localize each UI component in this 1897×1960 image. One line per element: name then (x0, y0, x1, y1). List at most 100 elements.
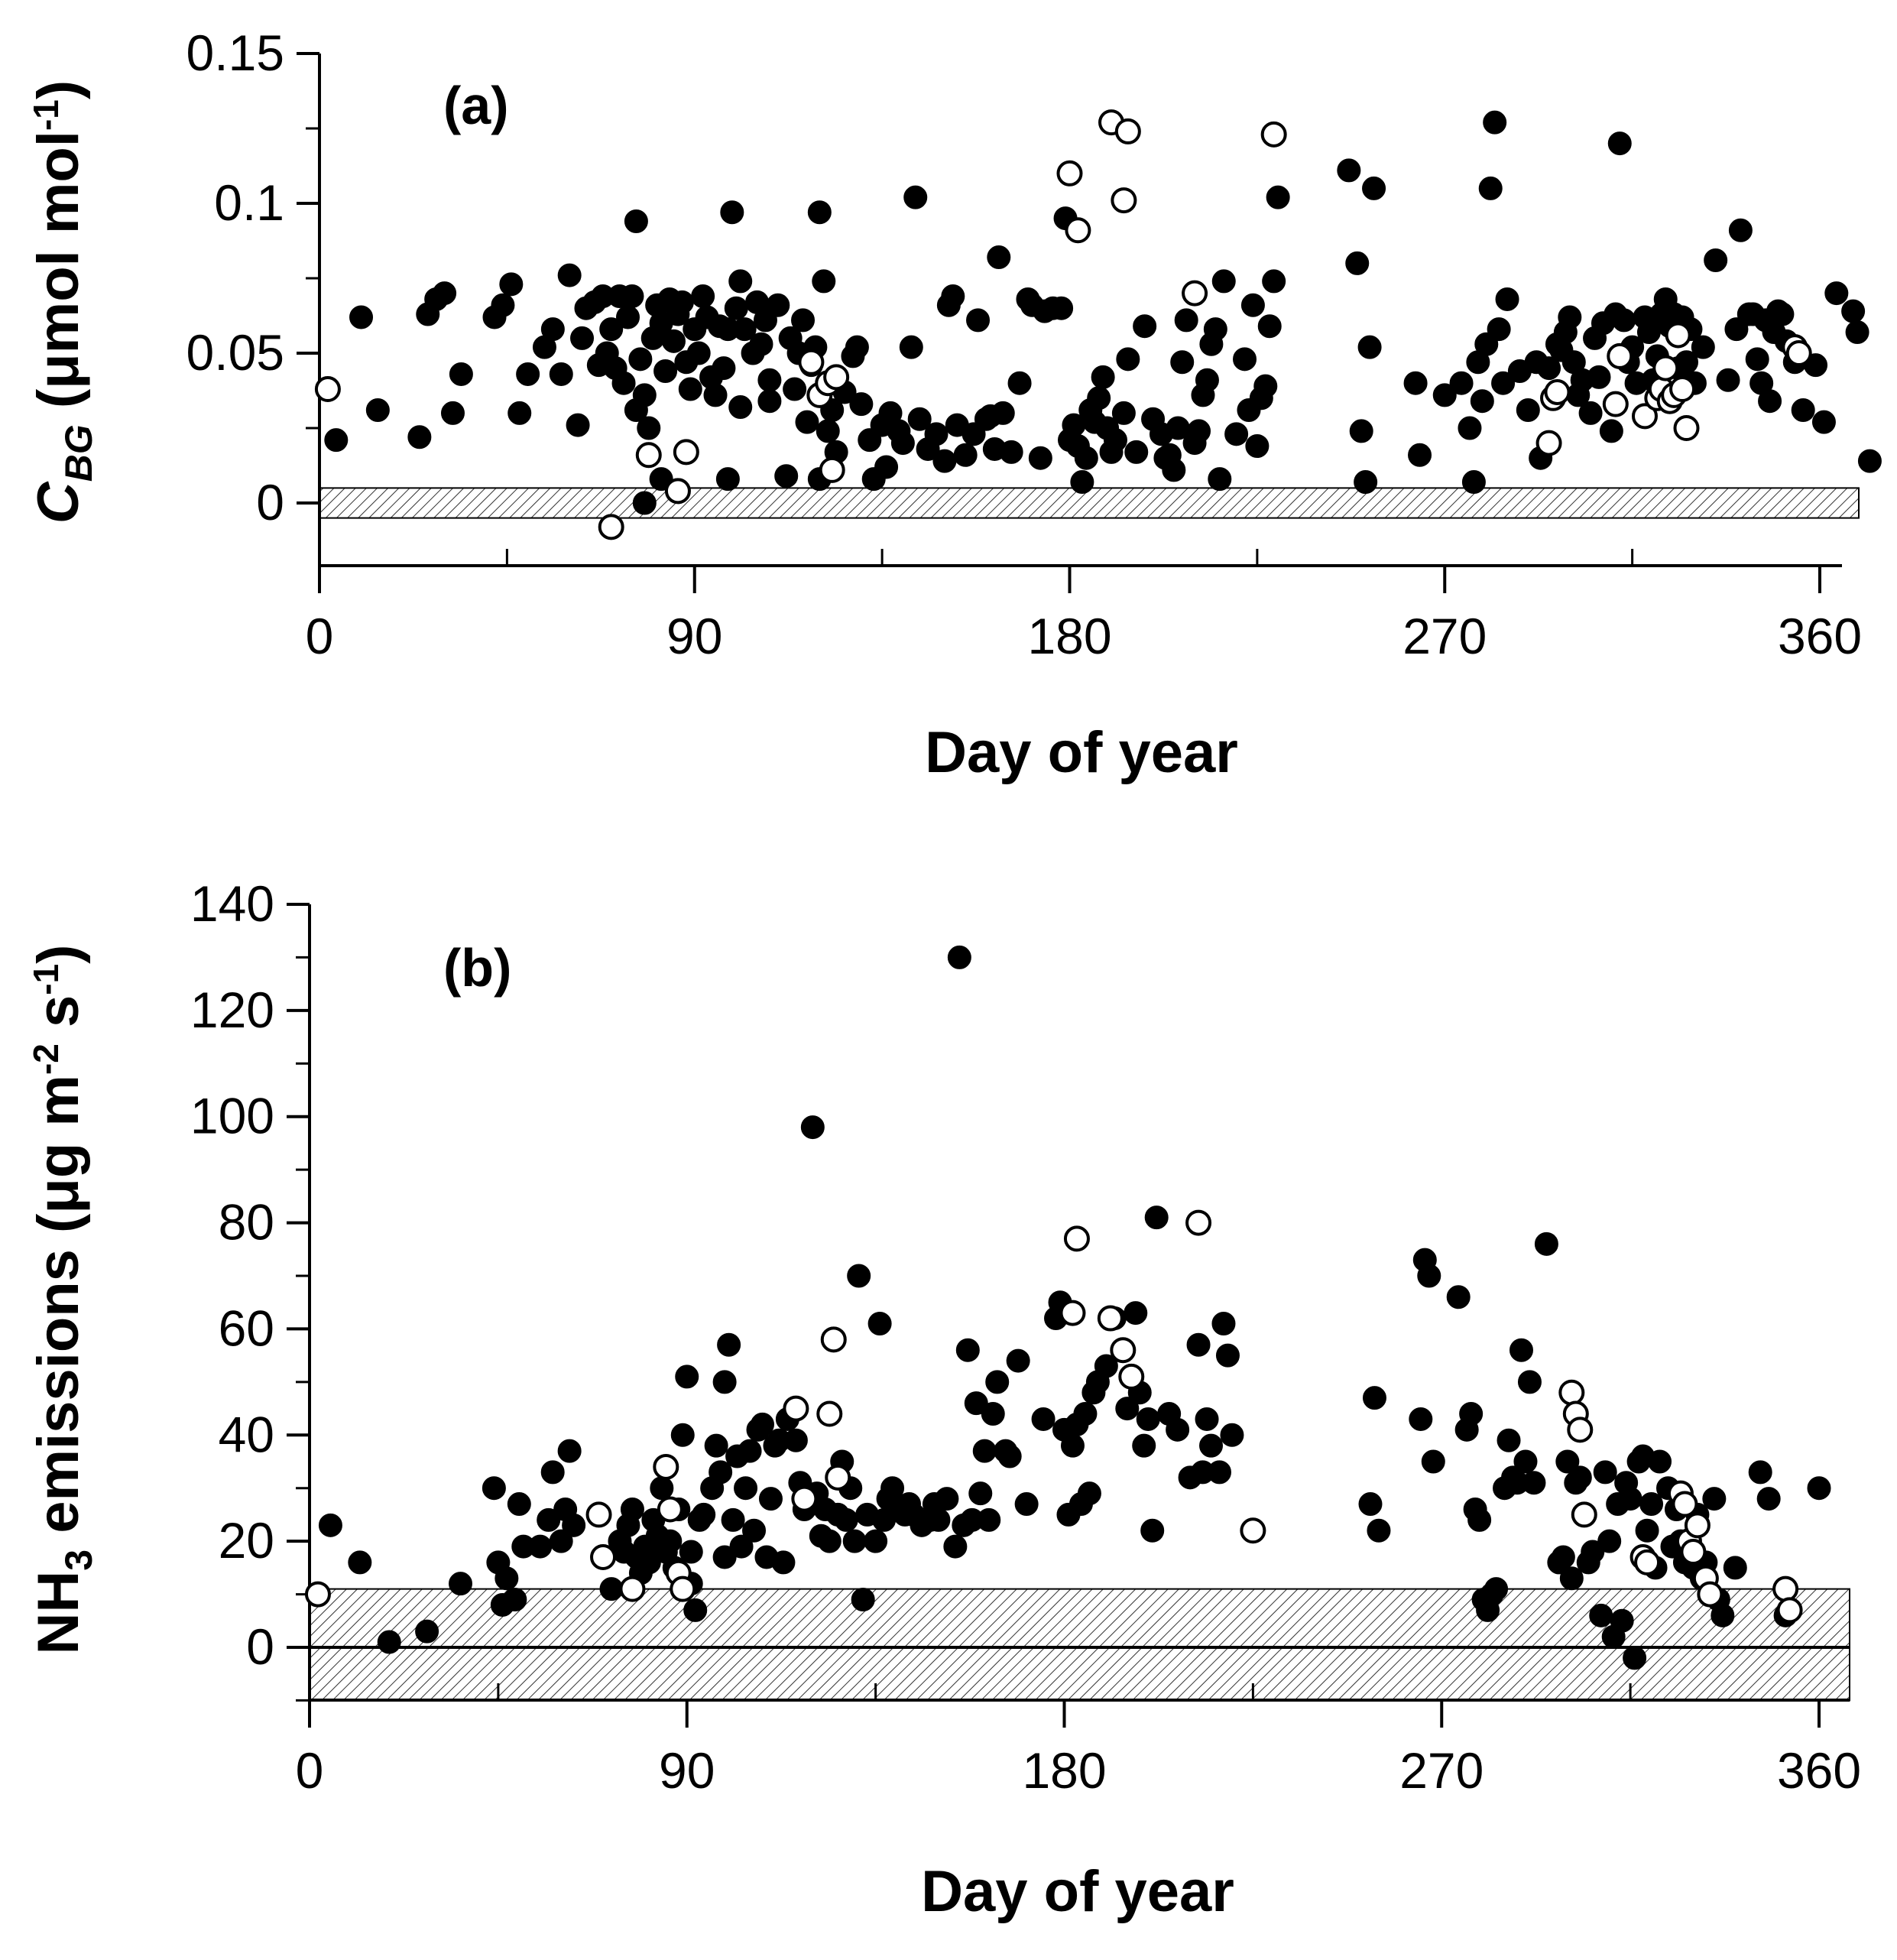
panel-a-filled-point (324, 428, 349, 453)
panel-a-filled-point (812, 269, 836, 294)
panel-a-filled-point (966, 308, 991, 333)
panel-b-filled-point (771, 1550, 796, 1575)
panel-a-filled-point (1174, 308, 1198, 333)
panel-b-filled-point (935, 1487, 959, 1511)
panel-b-open-point (816, 1400, 843, 1427)
panel-b-open-point (657, 1496, 683, 1523)
panel-a-axes: 0 0.05 0.1 0.15 0 90 180 270 360 (186, 24, 1863, 664)
panel-a-filled-point (932, 449, 957, 473)
panel-b-open-point (1672, 1491, 1698, 1517)
panel-a-open-point (664, 478, 691, 505)
panel-b-open-point (585, 1501, 612, 1528)
panel-a-filled-point (1049, 296, 1074, 320)
panel-a: 0 0.05 0.1 0.15 0 90 180 270 360 (a) Day of year… (26, 24, 1882, 785)
panel-a-filled-point (953, 443, 978, 467)
panel-a-ylabel-end: ) (26, 80, 91, 99)
panel-b-filled-point (1207, 1460, 1231, 1485)
panel-a-filled-point (1495, 287, 1519, 311)
panel-a-open-point (673, 439, 699, 466)
panel-a-filled-point (1432, 383, 1457, 407)
panel-a-filled-point (1187, 419, 1211, 443)
panel-b-filled-point (1006, 1348, 1030, 1373)
panel-a-filled-point (1470, 389, 1494, 414)
panel-b-filled-point (834, 1507, 858, 1532)
panel-a-filled-point (1195, 368, 1219, 392)
panel-b-open-point (1110, 1337, 1137, 1364)
panel-a-filled-point (661, 329, 686, 353)
panel-a-filled-point (791, 308, 816, 333)
panel-b-filled-point (851, 1588, 875, 1612)
panel-b-open-point (1185, 1209, 1212, 1236)
panel-b-filled-point (1136, 1407, 1160, 1431)
panel-a-filled-point (611, 371, 636, 395)
panel-b-filled-point (1199, 1433, 1224, 1458)
panel-a-open-point (1602, 391, 1629, 417)
panel-b-open-point (1063, 1225, 1090, 1252)
panel-b-filled-point (348, 1550, 372, 1575)
panel-b-filled-point (679, 1540, 703, 1564)
panel-a-filled-point (1841, 299, 1866, 323)
panel-a-filled-point (703, 383, 728, 407)
panel-b-filled-point (318, 1513, 342, 1537)
panel-a-y-tick-label: 0.05 (186, 324, 284, 381)
panel-a-open-point (1785, 340, 1812, 366)
panel-b-axes: 0 20 40 60 80 100 120 140 0 90 180 270 360 (190, 875, 1861, 1799)
panel-b-filled-point (1031, 1407, 1056, 1431)
panel-a-filled-point (987, 245, 1011, 270)
panel-b-filled-point (449, 1572, 472, 1596)
panel-b-filled-point (1497, 1428, 1521, 1452)
panel-b-label: (b) (443, 938, 511, 998)
panel-a-filled-point (899, 335, 923, 359)
panel-b-filled-point (1220, 1423, 1244, 1447)
panel-b-x-tick-label: 360 (1777, 1742, 1861, 1799)
panel-b-x-axis-title: Day of year (921, 1859, 1234, 1924)
panel-b-filled-point (1124, 1301, 1148, 1326)
panel-b-open-point (820, 1326, 847, 1353)
panel-a-filled-point (1224, 422, 1249, 446)
panel-b-filled-point (1140, 1518, 1165, 1543)
panel-a-filled-point (941, 284, 965, 309)
panel-b-filled-point (1446, 1285, 1471, 1309)
panel-b-ylabel-sup: -2 (26, 1043, 66, 1075)
panel-a-filled-point (728, 395, 753, 420)
panel-b-points (304, 945, 1831, 1670)
panel-a-ylabel-sub: BG (57, 424, 100, 482)
panel-b-filled-point (712, 1545, 737, 1569)
panel-a-filled-point (1607, 131, 1632, 156)
panel-b-filled-point (721, 1507, 745, 1532)
panel-a-points (314, 109, 1882, 540)
panel-a-filled-point (715, 467, 740, 492)
panel-b-x-tick-label: 270 (1399, 1742, 1484, 1799)
panel-b-filled-point (1166, 1417, 1190, 1442)
panel-b-open-point (1567, 1416, 1594, 1443)
panel-b-filled-point (482, 1476, 506, 1501)
panel-a-open-point (1535, 430, 1562, 456)
panel-a-filled-point (632, 383, 657, 407)
panel-a-filled-point (1857, 449, 1882, 473)
panel-b-filled-point (817, 1529, 841, 1553)
panel-a-filled-point (637, 416, 661, 440)
panel-a-filled-point (874, 455, 899, 479)
panel-b-x-tick-label: 180 (1022, 1742, 1106, 1799)
panel-a-filled-point (1704, 248, 1728, 272)
panel-a-filled-point (1253, 374, 1278, 398)
panel-b-filled-point (1358, 1492, 1383, 1517)
panel-b-filled-point (968, 1481, 993, 1506)
panel-a-filled-point (1824, 281, 1849, 306)
panel-a-open-point (1665, 322, 1691, 349)
panel-b-filled-point (507, 1492, 531, 1517)
panel-a-filled-point (1028, 446, 1052, 470)
panel-b-open-point (1634, 1549, 1661, 1575)
panel-a-filled-point (1587, 365, 1611, 389)
panel-b-open-point (1697, 1581, 1724, 1608)
panel-b-filled-point (997, 1444, 1022, 1468)
panel-b-filled-point (717, 1332, 741, 1357)
panel-a-y-axis-title: CBG (μmol mol-1) (26, 80, 100, 524)
panel-b-filled-point (864, 1529, 888, 1553)
panel-a-open-point (1056, 160, 1083, 187)
panel-a-filled-point (1770, 302, 1795, 326)
panel-a-open-point (1673, 415, 1700, 441)
panel-a-filled-point (712, 356, 736, 381)
panel-b-filled-point (1559, 1566, 1584, 1591)
panel-a-filled-point (1612, 308, 1636, 333)
